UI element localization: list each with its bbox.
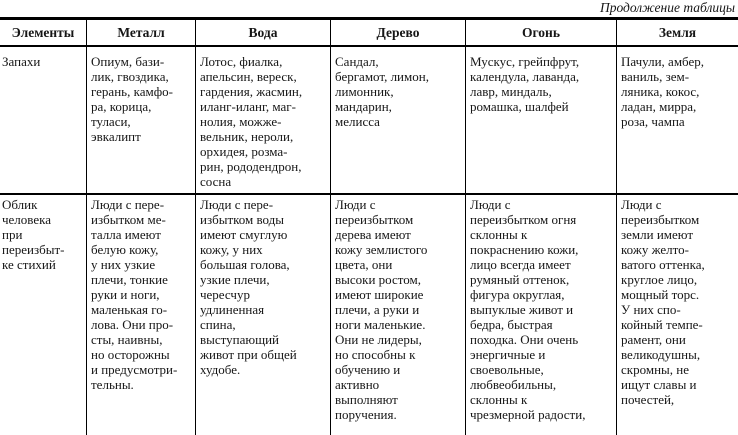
row-label-smells: Запахи <box>2 54 41 69</box>
cell-smells-metal: Опиум, бази- лик, гвоздика, герань, камф… <box>86 47 195 193</box>
column-header-metal: Металл <box>86 20 195 45</box>
table-row-appearance: Облик человека при переизбыт- ке стихий … <box>0 195 738 435</box>
cell-smells-water: Лотос, фиалка, апельсин, вереск, гардени… <box>195 47 330 193</box>
cell-smells-earth: Пачули, амбер, ваниль, зем- ляника, коко… <box>616 47 738 193</box>
cell-appearance-fire: Люди с переизбытком огня склонны к покра… <box>465 195 616 435</box>
cell-appearance-earth: Люди с переизбытком земли имеют кожу жел… <box>616 195 738 435</box>
column-header-earth: Земля <box>616 20 738 45</box>
row-label-appearance: Облик человека при переизбыт- ке стихий <box>2 197 65 272</box>
cell-smells-wood: Сандал, бергамот, лимон, лимонник, манда… <box>330 47 465 193</box>
column-header-fire: Огонь <box>465 20 616 45</box>
elements-table: Элементы Металл Вода Дерево Огонь Земля … <box>0 17 738 435</box>
cell-smells-fire: Мускус, грейпфрут, календула, лаванда, л… <box>465 47 616 193</box>
table-row-smells: Запахи Опиум, бази- лик, гвоздика, геран… <box>0 47 738 195</box>
table-header-row: Элементы Металл Вода Дерево Огонь Земля <box>0 17 738 47</box>
column-header-water: Вода <box>195 20 330 45</box>
column-header-elements: Элементы <box>11 24 75 40</box>
cell-appearance-water: Люди с пере- избытком воды имеют смуглую… <box>195 195 330 435</box>
table-continuation-label: Продолжение таблицы <box>599 0 735 15</box>
cell-appearance-metal: Люди с пере- избытком ме- талла имеют бе… <box>86 195 195 435</box>
cell-appearance-wood: Люди с переизбытком дерева имеют кожу зе… <box>330 195 465 435</box>
column-header-wood: Дерево <box>330 20 465 45</box>
